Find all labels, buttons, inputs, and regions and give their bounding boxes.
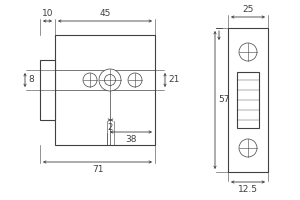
Circle shape xyxy=(104,74,116,86)
Bar xyxy=(228,28,268,172)
Text: 8: 8 xyxy=(28,75,34,84)
Circle shape xyxy=(83,73,97,87)
Text: 57: 57 xyxy=(218,96,230,104)
Bar xyxy=(237,72,259,128)
Text: 25: 25 xyxy=(242,5,254,14)
Text: 71: 71 xyxy=(92,165,103,174)
Text: 21: 21 xyxy=(168,75,179,84)
Circle shape xyxy=(99,69,121,91)
Circle shape xyxy=(128,73,142,87)
Text: 45: 45 xyxy=(99,9,111,18)
Bar xyxy=(40,60,55,120)
Text: 2: 2 xyxy=(108,123,113,132)
Text: 38: 38 xyxy=(125,135,137,144)
Text: 10: 10 xyxy=(42,9,53,18)
Circle shape xyxy=(239,139,257,157)
Circle shape xyxy=(239,43,257,61)
Text: 12.5: 12.5 xyxy=(238,185,258,194)
Bar xyxy=(55,35,155,145)
